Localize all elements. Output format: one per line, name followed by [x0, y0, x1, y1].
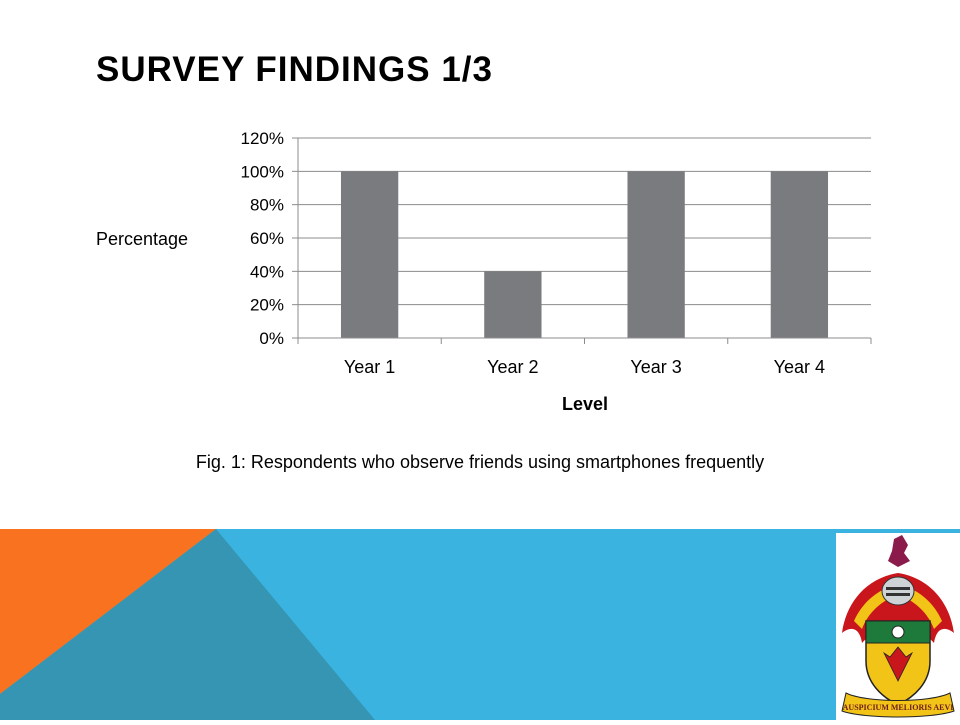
y-tick-label: 60% [250, 229, 284, 248]
y-tick-label: 80% [250, 196, 284, 215]
bar [770, 171, 829, 338]
x-axis-label: Level [562, 394, 608, 414]
bar-chart: 0% 20% 40% 60% 80% 100% 120% Year 1 Year 2 Year 3… [96, 129, 872, 414]
footer-teal-triangle [0, 529, 375, 720]
school-crest-logo: AUSPICIUM MELIORIS AEVI [836, 533, 960, 720]
bars [340, 171, 829, 338]
bar [484, 271, 542, 338]
y-tick-label: 120% [241, 129, 284, 148]
y-axis-label: Percentage [96, 229, 188, 249]
x-tick-label: Year 3 [630, 357, 681, 377]
axes [292, 137, 872, 344]
x-tick-label: Year 1 [344, 357, 395, 377]
bar [627, 171, 685, 338]
x-tick-label: Year 2 [487, 357, 538, 377]
tick-labels: 0% 20% 40% 60% 80% 100% 120% Year 1 Year 2 Year 3… [241, 129, 826, 377]
bar [340, 171, 399, 338]
figure-caption: Fig. 1: Respondents who observe friends … [195, 452, 765, 472]
crest-motto: AUSPICIUM MELIORIS AEVI [843, 703, 954, 712]
x-tick-label: Year 4 [774, 357, 825, 377]
slide-title: SURVEY FINDINGS 1/3 [96, 50, 493, 89]
footer-decoration [0, 529, 960, 720]
y-tick-label: 0% [259, 329, 284, 348]
y-tick-label: 20% [250, 296, 284, 315]
y-tick-label: 40% [250, 262, 284, 281]
y-tick-label: 100% [241, 162, 284, 181]
